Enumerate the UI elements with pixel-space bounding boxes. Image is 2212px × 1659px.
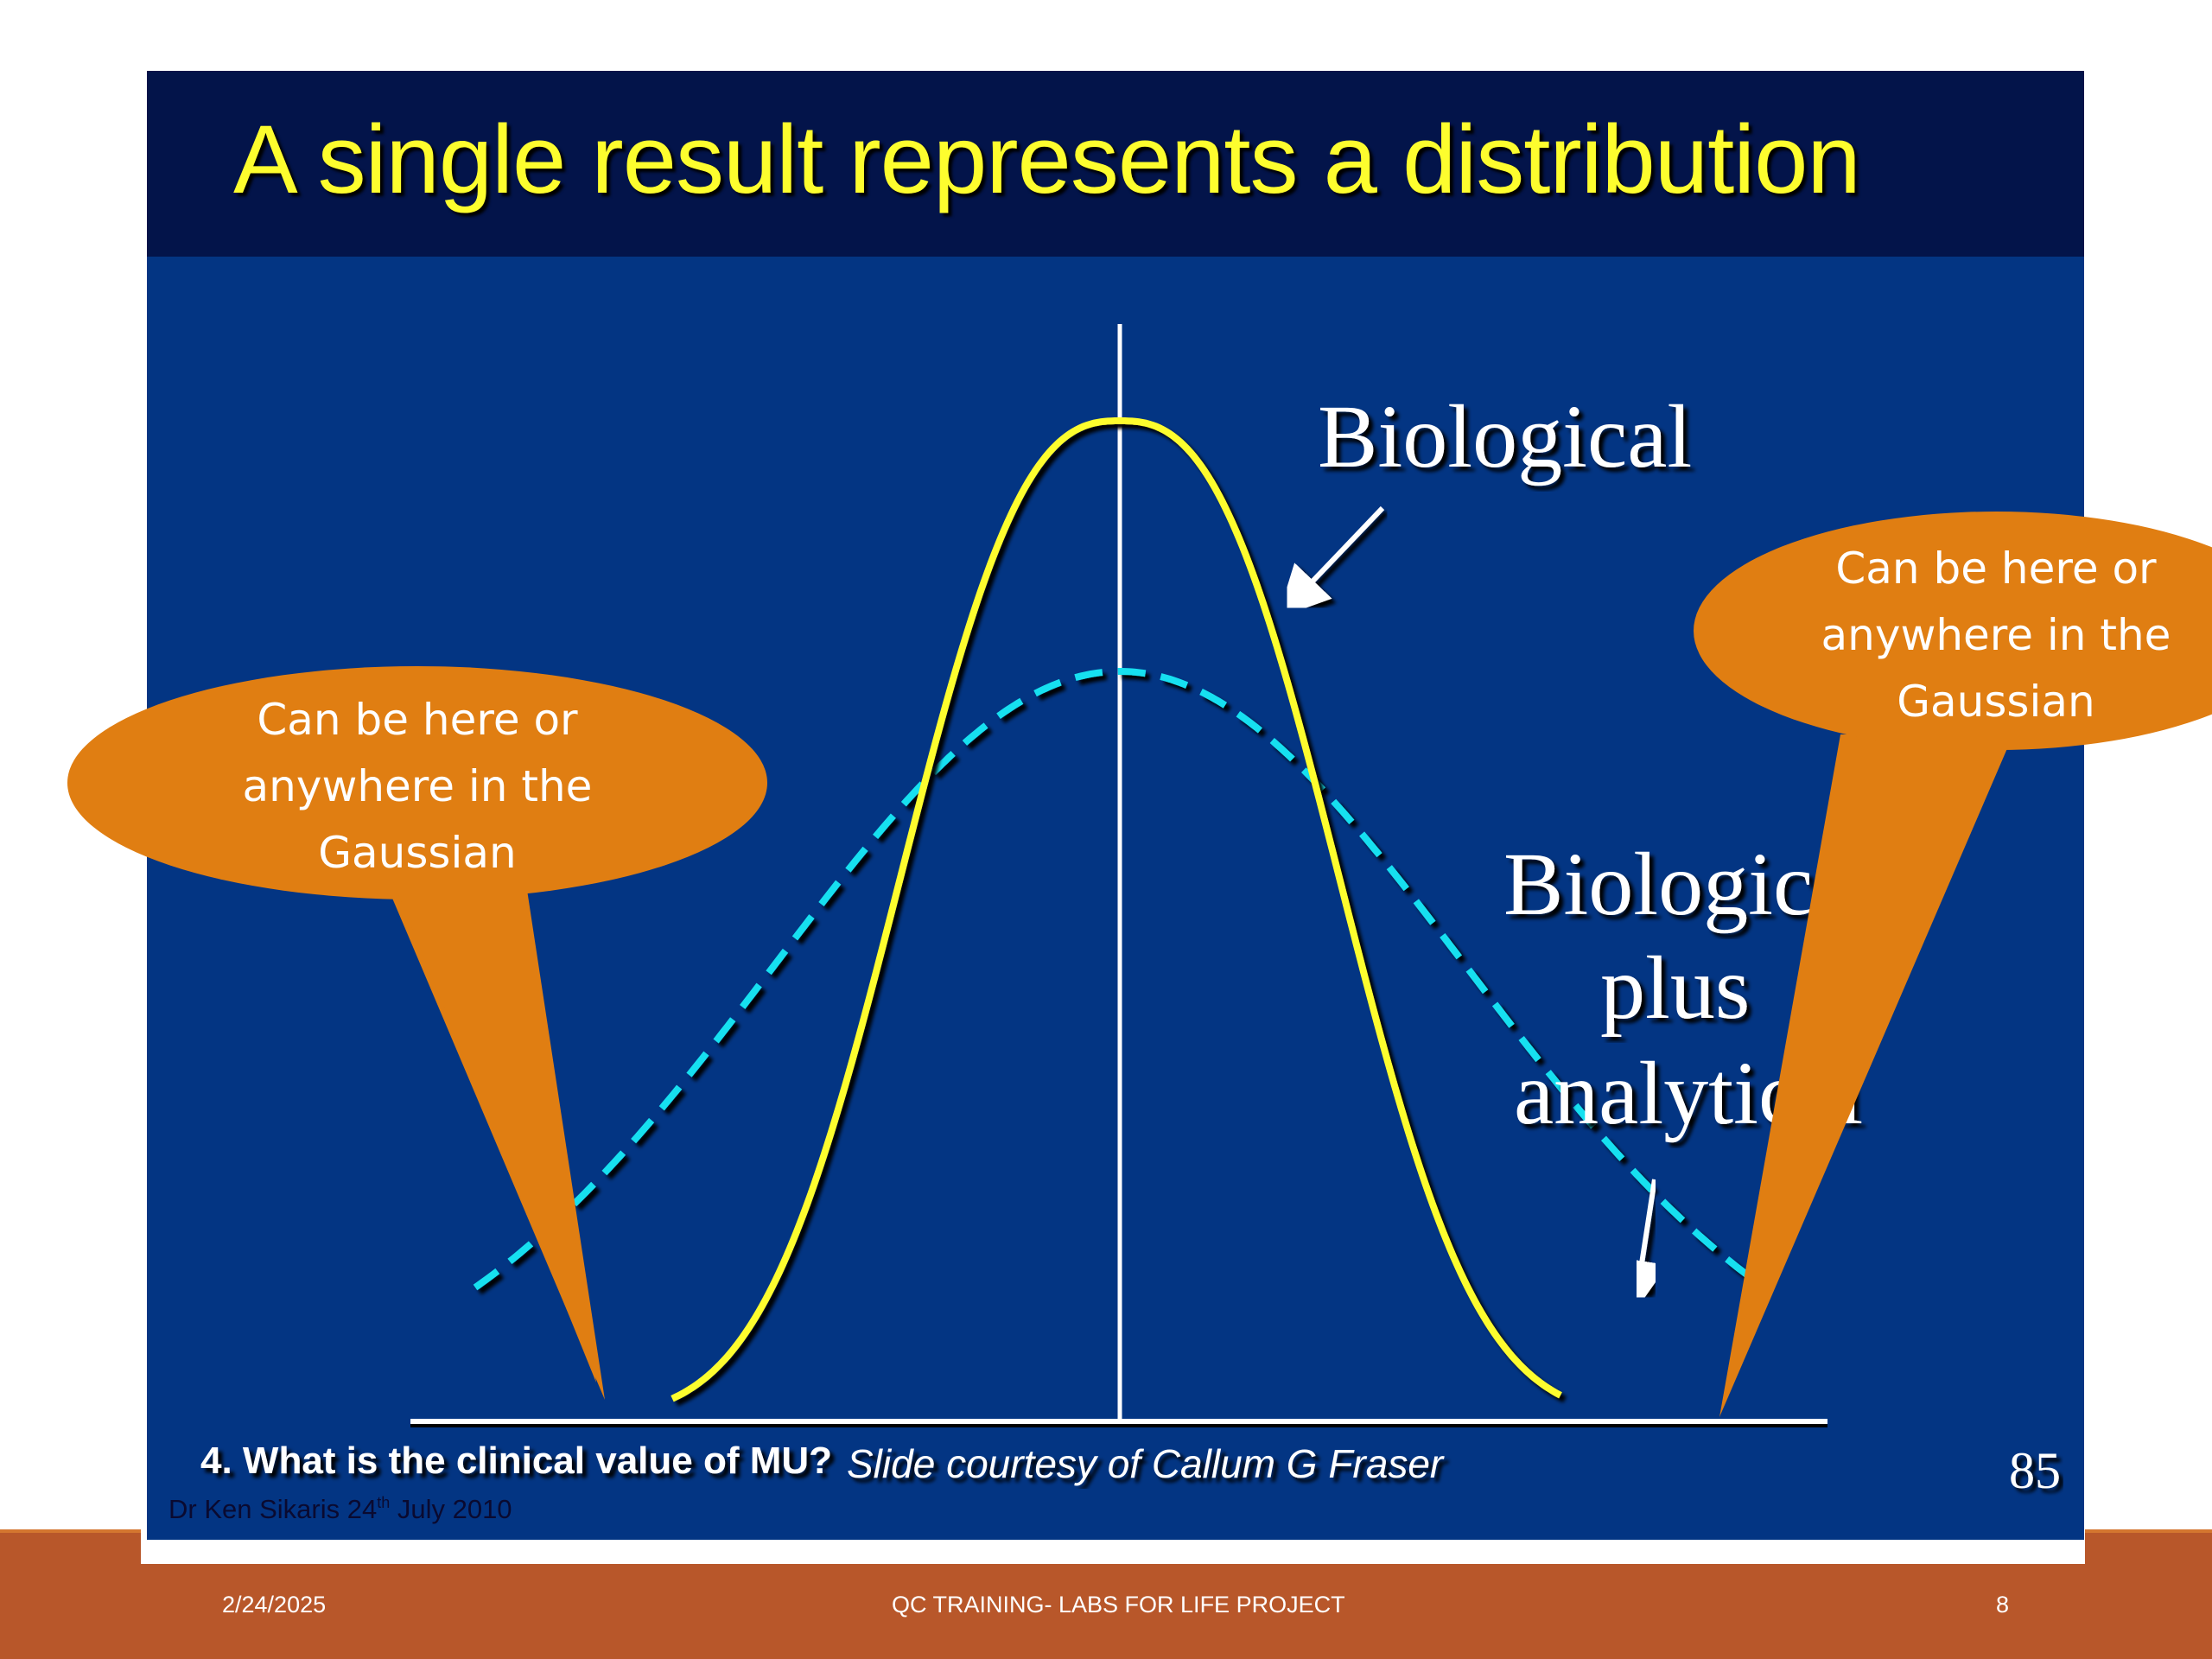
inner-page-number: 85 — [2009, 1442, 2061, 1499]
left-callout-line-1: Can be here or — [257, 695, 578, 745]
author-credit-prefix: Dr Ken Sikaris 24 — [168, 1494, 377, 1524]
right-callout-line-1: Can be here or — [1835, 543, 2157, 594]
biological-curve — [671, 417, 1562, 1402]
combined-label-line-2: plus — [1600, 938, 1750, 1038]
combined-arrow — [1616, 1179, 1669, 1313]
left-callout: Can be here or anywhere in the Gaussian — [67, 666, 767, 1400]
right-callout-line-3: Gaussian — [1897, 677, 2094, 727]
right-callout-line-2: anywhere in the — [1821, 610, 2171, 660]
footer-page-number: 8 — [1996, 1592, 2010, 1618]
footer-date: 2/24/2025 — [222, 1592, 327, 1618]
author-credit-sup: th — [377, 1494, 390, 1511]
author-credit-suffix: July 2010 — [390, 1494, 512, 1524]
courtesy-text: Slide courtesy of Callum G Fraser — [847, 1441, 1445, 1486]
biological-arrow — [1277, 505, 1385, 619]
footer-title: QC TRAINING- LABS FOR LIFE PROJECT — [892, 1592, 1345, 1618]
left-callout-line-3: Gaussian — [318, 828, 516, 878]
slide-title-band — [147, 71, 2084, 257]
right-callout: Can be here or anywhere in the Gaussian — [1694, 512, 2212, 1417]
inner-question: 4. What is the clinical value of MU? — [200, 1440, 832, 1482]
left-callout-line-2: anywhere in the — [243, 761, 593, 811]
biological-label: Biological — [1318, 387, 1692, 486]
author-credit: Dr Ken Sikaris 24th July 2010 — [168, 1494, 512, 1524]
slide-title: A single result represents a distributio… — [233, 105, 1861, 213]
